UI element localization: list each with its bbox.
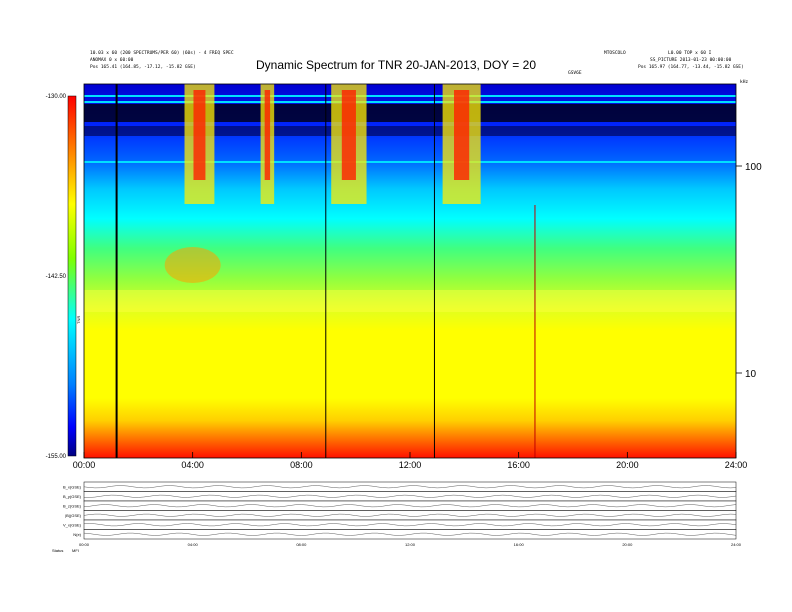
dark-band xyxy=(84,126,736,136)
lower-x-tick-label: 20:00 xyxy=(622,542,633,547)
colorbar xyxy=(67,95,77,457)
lower-x-tick-label: 00:00 xyxy=(79,542,90,547)
header-right-line4: Pos 165.97 (164.77, -13.44, -15.82 GSE) xyxy=(638,65,744,70)
lower-panel-label: N(e) xyxy=(73,532,81,537)
lower-panel-trace xyxy=(83,485,737,489)
lower-panel-trace xyxy=(83,513,737,517)
lower-panels: B_x(GSE) B_y(GSE) B_z(GSE) |B|(GSE) V_x(GSE)… xyxy=(52,481,742,553)
lower-x-tick-label: 16:00 xyxy=(514,542,525,547)
lower-panel-trace xyxy=(83,504,737,508)
y-unit-label: kHz xyxy=(740,80,749,85)
lower-panel-trace xyxy=(83,523,737,527)
radio-burst-core xyxy=(193,90,206,180)
lower-panel-label: B_z(GSE) xyxy=(63,503,82,508)
colorbar-label: TNR xyxy=(76,316,81,324)
colorbar-tick-label: -142.50 xyxy=(46,274,67,280)
lower-panel-label: B_y(GSE) xyxy=(63,494,82,499)
radio-burst-core xyxy=(454,90,470,180)
lower-panel-label: B_x(GSE) xyxy=(63,484,82,489)
radio-burst-core xyxy=(264,90,271,180)
colorbar-ticks: -130.00 -142.50 -155.00 xyxy=(46,94,67,460)
lower-x-tick-label: 08:00 xyxy=(296,542,307,547)
lower-x-tick-label: 12:00 xyxy=(405,542,416,547)
y-tick-label: 10 xyxy=(745,369,757,380)
chart-title: Dynamic Spectrum for TNR 20-JAN-2013, DO… xyxy=(256,58,536,72)
header-right-line3: SS_PICTURE 2013-01-23 00:00:00 xyxy=(650,58,732,63)
dark-band xyxy=(84,104,736,122)
x-axis: 00:00 04:00 08:00 12:00 16:00 20:00 24:00 xyxy=(73,452,748,470)
y-axis-right: 100 10 xyxy=(736,162,762,380)
x-tick-label: 16:00 xyxy=(507,460,530,470)
radio-burst-core xyxy=(341,90,356,180)
emission-band xyxy=(84,290,736,312)
lower-panel-label: V_x(GSE) xyxy=(63,522,82,527)
emission-hump xyxy=(164,247,221,283)
lower-panel-label: |B|(GSE) xyxy=(65,513,82,518)
header-left-line3: Pos 165.41 (164.85, -17.12, -15.82 GSE) xyxy=(90,65,196,70)
lower-x-tick-label: 24:00 xyxy=(731,542,742,547)
x-tick-label: 08:00 xyxy=(290,460,313,470)
header-right-line1: MTOSCOLO xyxy=(604,51,626,56)
header-right-line2: L0.00 TOP x 60 I xyxy=(668,51,712,56)
x-tick-label: 20:00 xyxy=(616,460,639,470)
footer-value: MFI xyxy=(72,548,79,553)
x-tick-label: 00:00 xyxy=(73,460,96,470)
x-tick-label: 24:00 xyxy=(725,460,748,470)
spectrogram xyxy=(84,84,736,458)
lower-panel-trace xyxy=(83,494,737,498)
x-tick-label: 12:00 xyxy=(399,460,422,470)
lower-panel-trace xyxy=(83,532,737,536)
colorbar-tick-label: -130.00 xyxy=(46,94,67,100)
header-center-small: GSV6E xyxy=(568,71,582,76)
y-tick-label: 100 xyxy=(745,162,762,173)
header-left-line2: ANOMAX 0 x 60:00 xyxy=(90,58,134,63)
x-tick-label: 04:00 xyxy=(181,460,204,470)
footer-label: Status xyxy=(52,548,63,553)
colorbar-tick-label: -155.00 xyxy=(46,454,67,460)
header-left-line1: 10.03 x 60 (200 SPECTRUMS/PER 60) (60s) … xyxy=(90,51,234,56)
lower-x-tick-label: 04:00 xyxy=(188,542,199,547)
